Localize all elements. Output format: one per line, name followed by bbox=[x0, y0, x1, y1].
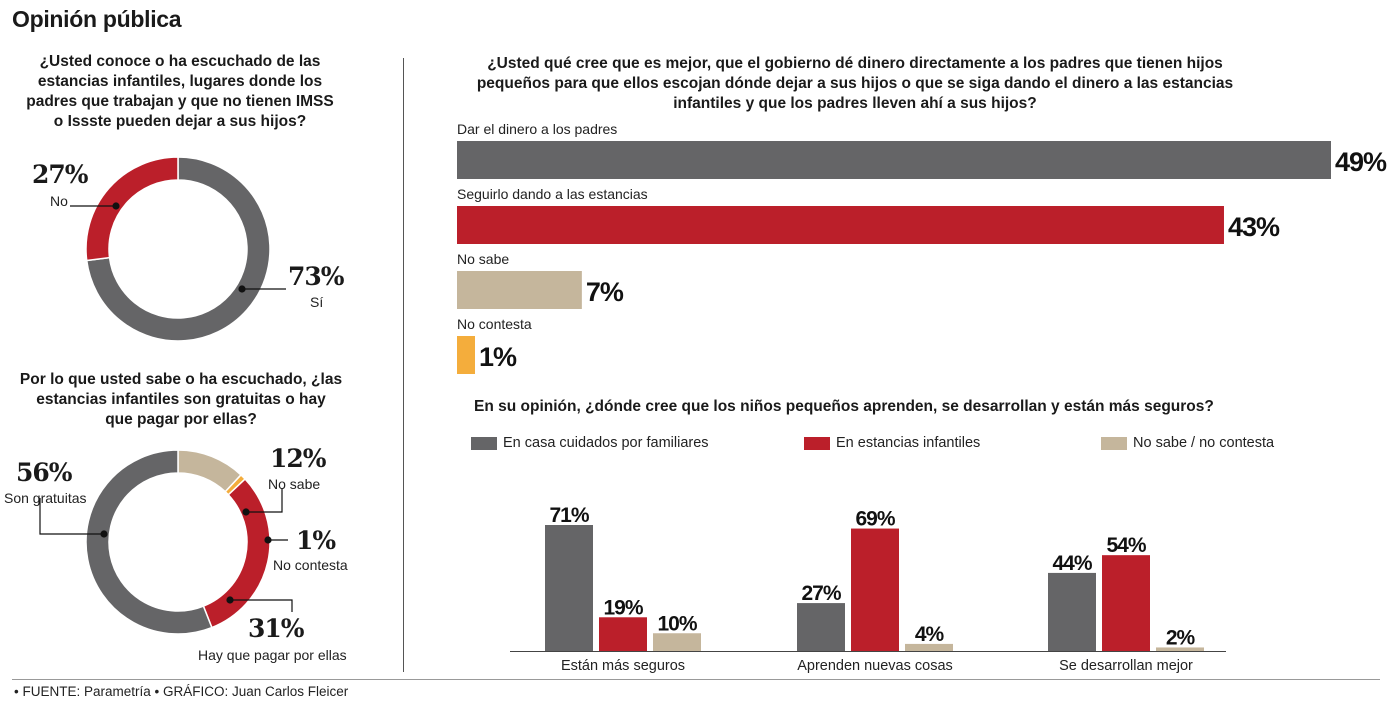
chart1-question-line: padres que trabajan y que no tienen IMSS bbox=[26, 93, 334, 110]
slice-name-label: Son gratuitas bbox=[4, 490, 87, 506]
leader-line bbox=[230, 599, 293, 612]
page-title: Opinión pública bbox=[12, 6, 182, 32]
bar-value-label: 43% bbox=[1228, 212, 1280, 242]
leader-dot bbox=[226, 596, 234, 604]
leader-dot bbox=[242, 508, 250, 516]
leader-dot bbox=[264, 536, 272, 544]
leader-line bbox=[246, 488, 283, 513]
horizontal-bar-chart: Dar el dinero a los padres 49% Seguirlo da… bbox=[457, 121, 1388, 374]
bar bbox=[797, 603, 845, 651]
bar-category-label: Dar el dinero a los padres bbox=[457, 121, 617, 137]
legend-swatch bbox=[471, 436, 497, 450]
bar-value-label: 71% bbox=[549, 504, 589, 527]
footer-credits: • FUENTE: Parametría • GRÁFICO: Juan Car… bbox=[14, 684, 349, 699]
slice-value-label: 12% bbox=[270, 444, 327, 473]
slice-name-label: Hay que pagar por ellas bbox=[198, 647, 347, 663]
bar-category-label: No sabe bbox=[457, 251, 509, 267]
bar-category-label: No contesta bbox=[457, 316, 532, 332]
bar-value-label: 44% bbox=[1052, 552, 1092, 575]
bar-value-label: 27% bbox=[801, 582, 841, 605]
x-tick-label: Están más seguros bbox=[561, 658, 685, 674]
chart2-question-line: que pagar por ellas? bbox=[105, 411, 257, 428]
bar-value-label: 2% bbox=[1166, 626, 1196, 649]
chart4-question: En su opinión, ¿dónde cree que los niños… bbox=[474, 398, 1214, 415]
chart3-question-line: pequeños para que ellos escojan dónde de… bbox=[476, 75, 1234, 92]
chart2-question-line: estancias infantiles son gratuitas o hay bbox=[36, 391, 326, 408]
grouped-bar-chart: 71% 19% 10% Están más seguros 27% 69% 4% Aprend… bbox=[510, 504, 1226, 674]
legend-item-estancias: En estancias infantiles bbox=[804, 435, 980, 451]
leader-dot bbox=[238, 285, 246, 293]
bar-value-label: 10% bbox=[657, 612, 697, 635]
bar bbox=[905, 643, 953, 651]
bar-value-label: 19% bbox=[603, 596, 643, 619]
slice-name-label: No bbox=[50, 193, 68, 209]
legend-item-casa: En casa cuidados por familiares bbox=[471, 435, 709, 451]
bar bbox=[851, 528, 899, 651]
bar bbox=[1156, 647, 1204, 651]
slice-value-label: 1% bbox=[296, 526, 336, 555]
leader-line bbox=[39, 498, 104, 535]
bar bbox=[599, 617, 647, 651]
chart1-question-line: o Issste pueden dejar a sus hijos? bbox=[53, 113, 307, 130]
bar-value-label: 49% bbox=[1335, 147, 1387, 177]
chart2-question: Por lo que usted sabe o ha escuchado, ¿l… bbox=[6, 370, 356, 430]
footer-rule bbox=[12, 679, 1380, 680]
donut-slice bbox=[85, 449, 213, 635]
bar bbox=[653, 633, 701, 651]
bar-value-label: 69% bbox=[855, 508, 895, 531]
x-tick-label: Se desarrollan mejor bbox=[1059, 658, 1193, 674]
bar bbox=[457, 141, 1331, 179]
bar-value-label: 7% bbox=[586, 277, 624, 307]
slice-value-label: 73% bbox=[288, 262, 345, 291]
bar-value-label: 1% bbox=[479, 342, 517, 372]
slice-value-label: 31% bbox=[248, 614, 305, 643]
slice-value-label: 56% bbox=[16, 458, 73, 487]
bar bbox=[457, 206, 1224, 244]
bar-value-label: 4% bbox=[915, 623, 945, 646]
bar bbox=[1102, 555, 1150, 651]
column-divider bbox=[403, 58, 404, 672]
bar bbox=[1048, 572, 1096, 651]
slice-name-label: Sí bbox=[310, 294, 324, 310]
legend-swatch bbox=[1101, 436, 1127, 450]
legend-label: En estancias infantiles bbox=[836, 435, 981, 451]
legend-label: No sabe / no contesta bbox=[1133, 435, 1275, 451]
chart1-question: ¿Usted conoce o ha escuchado de las esta… bbox=[10, 52, 350, 132]
bar-value-label: 54% bbox=[1106, 534, 1146, 557]
bar bbox=[545, 525, 593, 651]
chart1-question-line: estancias infantiles, lugares donde los bbox=[37, 73, 323, 90]
donut-chart-gratuitas bbox=[39, 449, 293, 635]
legend-swatch bbox=[804, 436, 830, 450]
chart3-question-line: infantiles y que los padres lleven ahí a… bbox=[673, 95, 1037, 112]
chart3-question: ¿Usted qué cree que es mejor, que el gob… bbox=[440, 54, 1270, 114]
legend-label: En casa cuidados por familiares bbox=[503, 435, 709, 451]
slice-name-label: No sabe bbox=[268, 476, 321, 492]
leader-dot bbox=[100, 530, 108, 538]
slice-value-label: 27% bbox=[32, 160, 89, 189]
donut-slice bbox=[85, 156, 271, 342]
slice-name-label: No contesta bbox=[273, 557, 348, 573]
donut-slice bbox=[202, 477, 271, 629]
bar bbox=[457, 271, 582, 309]
chart2-question-line: Por lo que usted sabe o ha escuchado, ¿l… bbox=[19, 371, 343, 388]
donut-chart-conoce bbox=[70, 156, 286, 342]
legend-item-nosabe: No sabe / no contesta bbox=[1101, 435, 1274, 451]
chart1-question-line: ¿Usted conoce o ha escuchado de las bbox=[39, 53, 321, 70]
x-tick-label: Aprenden nuevas cosas bbox=[797, 658, 953, 674]
leader-dot bbox=[112, 202, 120, 210]
donut-slice bbox=[85, 156, 179, 262]
bar-category-label: Seguirlo dando a las estancias bbox=[457, 186, 648, 202]
chart3-question-line: ¿Usted qué cree que es mejor, que el gob… bbox=[487, 55, 1223, 72]
bar bbox=[457, 336, 475, 374]
